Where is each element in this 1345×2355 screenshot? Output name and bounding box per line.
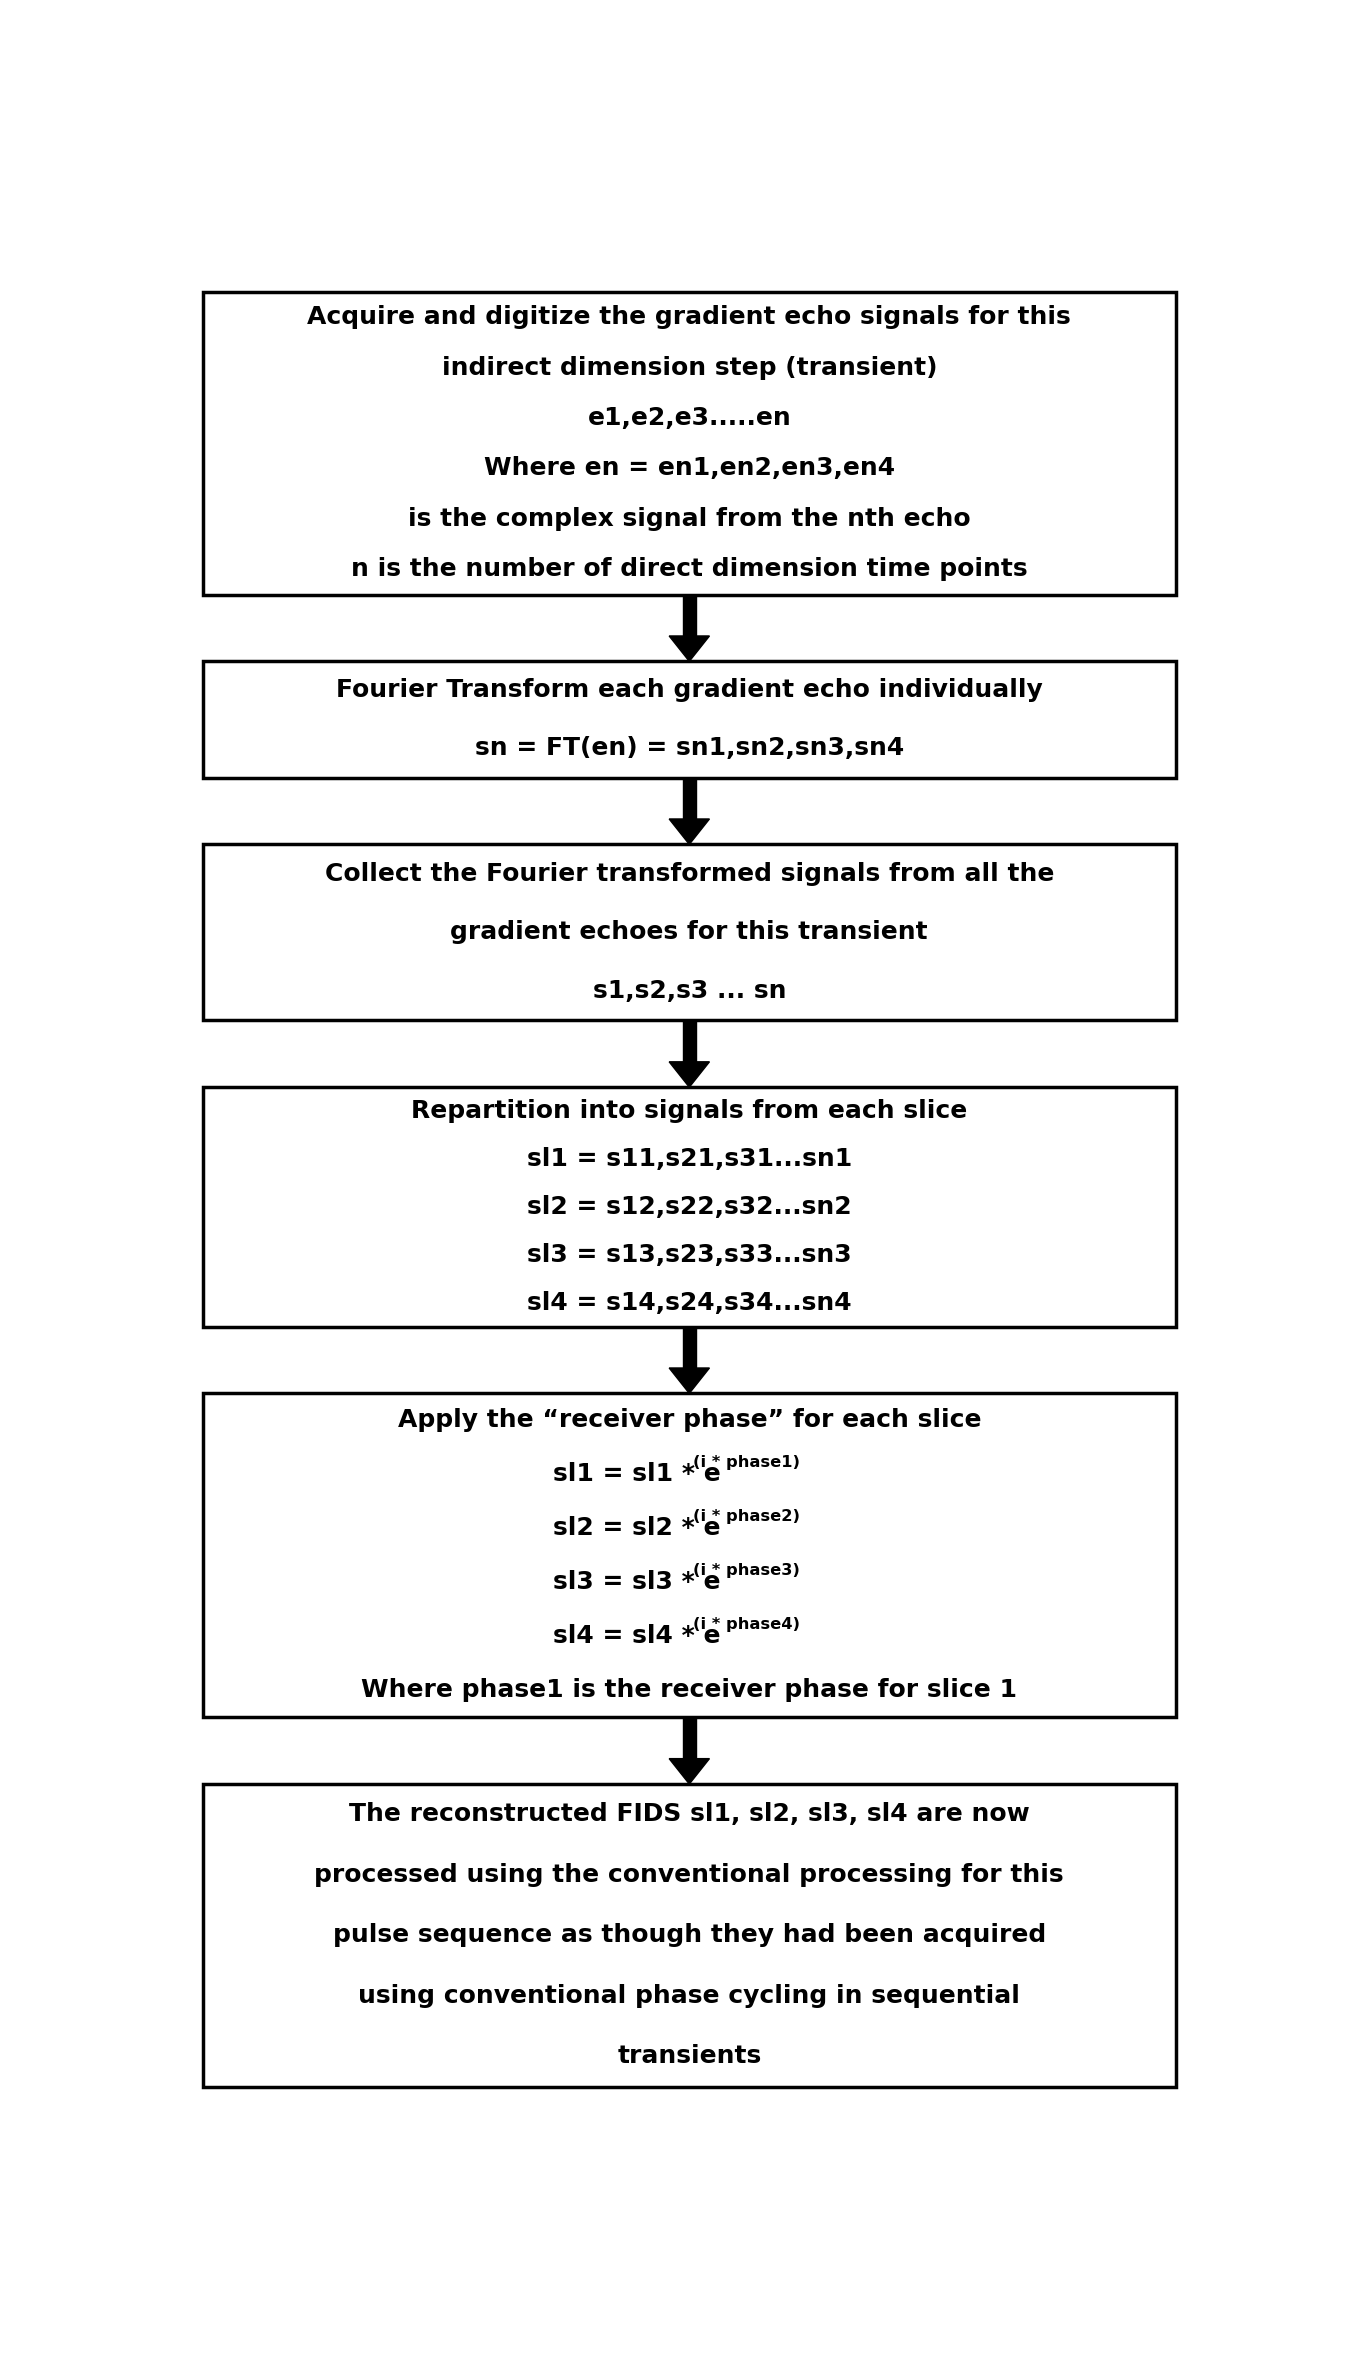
- Text: Repartition into signals from each slice: Repartition into signals from each slice: [412, 1100, 967, 1123]
- Text: processed using the conventional processing for this: processed using the conventional process…: [315, 1863, 1064, 1886]
- Polygon shape: [670, 636, 709, 662]
- Bar: [683, 1326, 695, 1368]
- Text: Fourier Transform each gradient echo individually: Fourier Transform each gradient echo ind…: [336, 678, 1042, 702]
- Bar: [683, 593, 695, 636]
- Text: pulse sequence as though they had been acquired: pulse sequence as though they had been a…: [332, 1924, 1046, 1948]
- Text: Collect the Fourier transformed signals from all the: Collect the Fourier transformed signals …: [324, 862, 1054, 885]
- Bar: [683, 1717, 695, 1759]
- Polygon shape: [670, 1759, 709, 1785]
- Text: sl4 = sl4 * e: sl4 = sl4 * e: [553, 1625, 721, 1648]
- Bar: [203, 1785, 1176, 2087]
- Text: sl2 = s12,s22,s32...sn2: sl2 = s12,s22,s32...sn2: [527, 1194, 851, 1220]
- Text: sl4 = s14,s24,s34...sn4: sl4 = s14,s24,s34...sn4: [527, 1291, 851, 1314]
- Text: Where en = en1,en2,en3,en4: Where en = en1,en2,en3,en4: [484, 457, 894, 480]
- Text: is the complex signal from the nth echo: is the complex signal from the nth echo: [408, 506, 971, 530]
- Text: Acquire and digitize the gradient echo signals for this: Acquire and digitize the gradient echo s…: [308, 306, 1071, 330]
- Text: sl1 = sl1 * e: sl1 = sl1 * e: [553, 1462, 721, 1486]
- Text: sl2 = sl2 * e: sl2 = sl2 * e: [553, 1517, 721, 1540]
- Text: e1,e2,e3.....en: e1,e2,e3.....en: [588, 405, 791, 431]
- Text: (i * phase4): (i * phase4): [693, 1618, 800, 1632]
- Bar: [203, 292, 1176, 593]
- Polygon shape: [670, 1062, 709, 1088]
- Text: sn = FT(en) = sn1,sn2,sn3,sn4: sn = FT(en) = sn1,sn2,sn3,sn4: [475, 737, 904, 761]
- Text: indirect dimension step (transient): indirect dimension step (transient): [441, 356, 937, 379]
- Bar: [683, 777, 695, 820]
- Bar: [683, 1020, 695, 1062]
- Bar: [203, 662, 1176, 777]
- Text: Where phase1 is the receiver phase for slice 1: Where phase1 is the receiver phase for s…: [362, 1679, 1017, 1703]
- Text: sl3 = sl3 * e: sl3 = sl3 * e: [553, 1571, 721, 1594]
- Text: using conventional phase cycling in sequential: using conventional phase cycling in sequ…: [358, 1983, 1021, 2009]
- Text: The reconstructed FIDS sl1, sl2, sl3, sl4 are now: The reconstructed FIDS sl1, sl2, sl3, sl…: [348, 1802, 1030, 1827]
- Text: (i * phase2): (i * phase2): [693, 1510, 800, 1524]
- Polygon shape: [670, 820, 709, 845]
- Text: n is the number of direct dimension time points: n is the number of direct dimension time…: [351, 558, 1028, 582]
- Text: (i * phase1): (i * phase1): [693, 1455, 800, 1470]
- Text: Apply the “receiver phase” for each slice: Apply the “receiver phase” for each slic…: [398, 1408, 981, 1432]
- Text: (i * phase3): (i * phase3): [693, 1564, 800, 1578]
- Bar: [203, 1088, 1176, 1326]
- Text: gradient echoes for this transient: gradient echoes for this transient: [451, 921, 928, 944]
- Text: s1,s2,s3 ... sn: s1,s2,s3 ... sn: [593, 980, 785, 1003]
- Polygon shape: [670, 1368, 709, 1394]
- Text: sl1 = s11,s21,s31...sn1: sl1 = s11,s21,s31...sn1: [527, 1147, 851, 1170]
- Text: sl3 = s13,s23,s33...sn3: sl3 = s13,s23,s33...sn3: [527, 1243, 851, 1267]
- Bar: [203, 1394, 1176, 1717]
- Text: transients: transients: [617, 2044, 761, 2068]
- Bar: [203, 845, 1176, 1020]
